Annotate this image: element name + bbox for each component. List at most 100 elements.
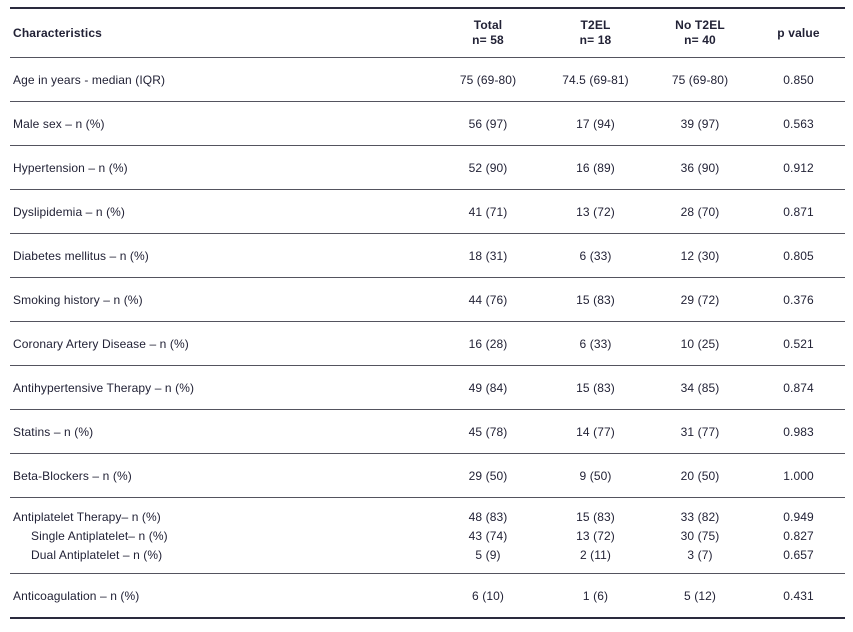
cell-total: 29 (50) <box>468 468 508 483</box>
cell-no-t2el: 28 (70) <box>680 204 720 219</box>
table-section: Diabetes mellitus – n (%) 18 (31) 6 (33)… <box>10 233 845 277</box>
cell-p-value: 0.912 <box>783 160 814 175</box>
cell-t2el: 2 (11) <box>579 547 612 562</box>
header-t2el: T2EL n= 18 <box>543 18 648 48</box>
cell-no-t2el: 75 (69-80) <box>671 72 729 87</box>
cell-p-value: 0.563 <box>783 116 814 131</box>
cell-p-value: 0.874 <box>783 380 814 395</box>
header-total-label: Total <box>473 18 503 32</box>
table-section: Dyslipidemia – n (%) 41 (71) 13 (72) 28 … <box>10 189 845 233</box>
row-label: Antiplatelet Therapy– n (%) <box>13 509 161 524</box>
cell-t2el: 1 (6) <box>582 588 609 603</box>
cell-t2el: 17 (94) <box>576 116 615 131</box>
header-p-value: p value <box>752 26 845 41</box>
cell-no-t2el: 12 (30) <box>680 248 720 263</box>
cell-t2el: 13 (72) <box>576 204 615 219</box>
cell-total: 45 (78) <box>468 424 508 439</box>
cell-total: 44 (76) <box>468 292 508 307</box>
table-body: Age in years - median (IQR) 75 (69-80) 7… <box>10 57 845 617</box>
cell-no-t2el: 39 (97) <box>680 116 720 131</box>
table-header-row: Characteristics Total n= 58 T2EL n= 18 N… <box>10 9 845 57</box>
cell-p-value: 0.827 <box>783 528 814 543</box>
row-label: Anticoagulation – n (%) <box>13 588 140 603</box>
table-section: Antiplatelet Therapy– n (%) 48 (83) 15 (… <box>10 497 845 573</box>
table-row: Antihypertensive Therapy – n (%) 49 (84)… <box>10 366 845 409</box>
cell-no-t2el: 33 (82) <box>680 509 720 524</box>
row-label: Hypertension – n (%) <box>13 160 128 175</box>
cell-no-t2el: 34 (85) <box>680 380 720 395</box>
row-label: Coronary Artery Disease – n (%) <box>13 336 189 351</box>
table-row: Antiplatelet Therapy– n (%) 48 (83) 15 (… <box>10 507 845 526</box>
table-section: Smoking history – n (%) 44 (76) 15 (83) … <box>10 277 845 321</box>
cell-t2el: 6 (33) <box>579 248 612 263</box>
row-label: Dual Antiplatelet – n (%) <box>31 547 163 562</box>
cell-t2el: 74.5 (69-81) <box>562 72 629 87</box>
header-no-t2el: No T2EL n= 40 <box>648 18 752 48</box>
table-row: Beta-Blockers – n (%) 29 (50) 9 (50) 20 … <box>10 454 845 497</box>
cell-t2el: 9 (50) <box>579 468 612 483</box>
cell-no-t2el: 29 (72) <box>680 292 720 307</box>
cell-t2el: 13 (72) <box>576 528 615 543</box>
cell-total: 56 (97) <box>468 116 508 131</box>
cell-total: 48 (83) <box>468 509 508 524</box>
header-characteristics: Characteristics <box>13 26 102 40</box>
header-no-t2el-n: n= 40 <box>684 33 716 47</box>
table-row: Smoking history – n (%) 44 (76) 15 (83) … <box>10 278 845 321</box>
cell-p-value: 0.871 <box>783 204 814 219</box>
cell-p-value: 0.949 <box>783 509 814 524</box>
header-no-t2el-label: No T2EL <box>675 18 725 32</box>
cell-p-value: 0.805 <box>783 248 814 263</box>
table-row: Anticoagulation – n (%) 6 (10) 1 (6) 5 (… <box>10 574 845 617</box>
table-row: Hypertension – n (%) 52 (90) 16 (89) 36 … <box>10 146 845 189</box>
header-total-n: n= 58 <box>472 33 504 47</box>
table-row: Statins – n (%) 45 (78) 14 (77) 31 (77) … <box>10 410 845 453</box>
row-label: Antihypertensive Therapy – n (%) <box>13 380 195 395</box>
cell-t2el: 16 (89) <box>576 160 615 175</box>
row-label: Single Antiplatelet– n (%) <box>31 528 168 543</box>
cell-t2el: 6 (33) <box>579 336 612 351</box>
row-label: Dyslipidemia – n (%) <box>13 204 126 219</box>
cell-total: 52 (90) <box>468 160 508 175</box>
characteristics-table: Characteristics Total n= 58 T2EL n= 18 N… <box>10 7 845 619</box>
cell-p-value: 0.850 <box>783 72 814 87</box>
cell-no-t2el: 31 (77) <box>680 424 720 439</box>
table-section: Hypertension – n (%) 52 (90) 16 (89) 36 … <box>10 145 845 189</box>
cell-no-t2el: 36 (90) <box>680 160 720 175</box>
cell-no-t2el: 5 (12) <box>684 588 716 603</box>
cell-no-t2el: 3 (7) <box>687 547 713 562</box>
cell-t2el: 15 (83) <box>576 292 615 307</box>
cell-t2el: 15 (83) <box>576 509 615 524</box>
cell-p-value: 0.657 <box>783 547 814 562</box>
row-label: Statins – n (%) <box>13 424 94 439</box>
table-section: Statins – n (%) 45 (78) 14 (77) 31 (77) … <box>10 409 845 453</box>
cell-total: 16 (28) <box>468 336 508 351</box>
table-section: Coronary Artery Disease – n (%) 16 (28) … <box>10 321 845 365</box>
table-row: Diabetes mellitus – n (%) 18 (31) 6 (33)… <box>10 234 845 277</box>
table-section: Antihypertensive Therapy – n (%) 49 (84)… <box>10 365 845 409</box>
cell-total: 41 (71) <box>468 204 508 219</box>
cell-p-value: 0.376 <box>783 292 814 307</box>
table-row: Male sex – n (%) 56 (97) 17 (94) 39 (97)… <box>10 102 845 145</box>
cell-no-t2el: 20 (50) <box>680 468 720 483</box>
cell-no-t2el: 30 (75) <box>680 528 720 543</box>
cell-total: 43 (74) <box>468 528 508 543</box>
cell-total: 49 (84) <box>468 380 508 395</box>
header-t2el-label: T2EL <box>580 18 611 32</box>
table-row: Age in years - median (IQR) 75 (69-80) 7… <box>10 58 845 101</box>
table-row: Coronary Artery Disease – n (%) 16 (28) … <box>10 322 845 365</box>
header-total: Total n= 58 <box>433 18 543 48</box>
table-section: Male sex – n (%) 56 (97) 17 (94) 39 (97)… <box>10 101 845 145</box>
cell-total: 75 (69-80) <box>459 72 517 87</box>
cell-total: 6 (10) <box>472 588 504 603</box>
cell-t2el: 14 (77) <box>576 424 615 439</box>
cell-p-value: 1.000 <box>783 468 814 483</box>
row-label: Diabetes mellitus – n (%) <box>13 248 149 263</box>
table-row: Dyslipidemia – n (%) 41 (71) 13 (72) 28 … <box>10 190 845 233</box>
table-row: Dual Antiplatelet – n (%) 5 (9) 2 (11) 3… <box>10 545 845 564</box>
cell-t2el: 15 (83) <box>576 380 615 395</box>
row-label: Age in years - median (IQR) <box>13 72 166 87</box>
header-p-value-label: p value <box>777 25 820 40</box>
cell-p-value: 0.521 <box>783 336 814 351</box>
table-section: Anticoagulation – n (%) 6 (10) 1 (6) 5 (… <box>10 573 845 617</box>
table-section: Age in years - median (IQR) 75 (69-80) 7… <box>10 57 845 101</box>
